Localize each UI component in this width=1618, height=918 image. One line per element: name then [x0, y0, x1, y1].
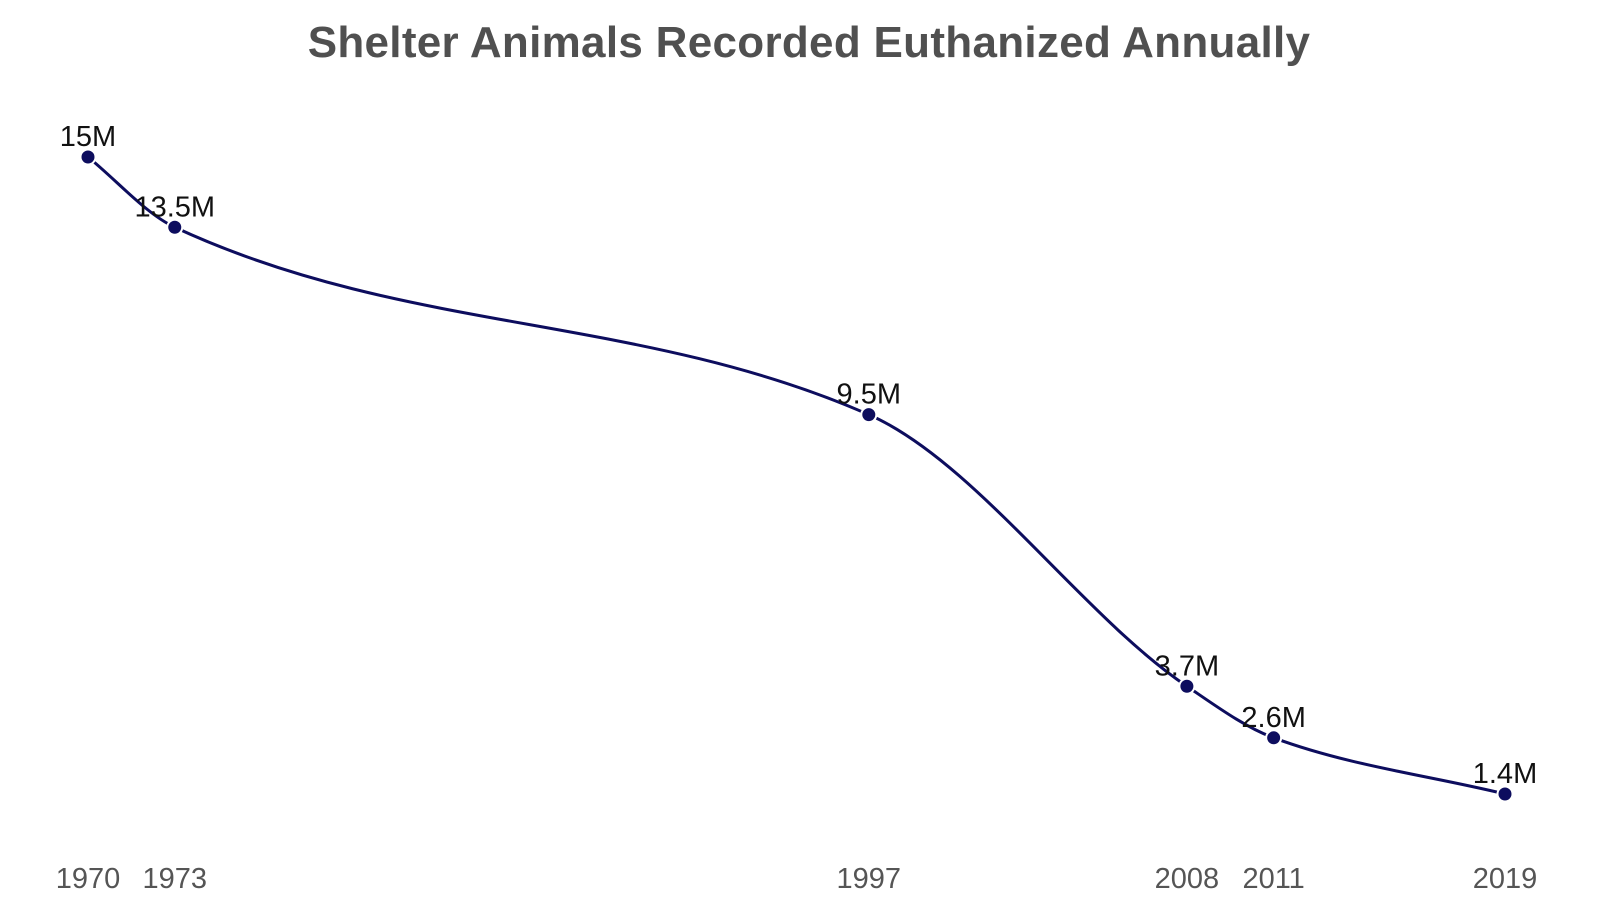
data-label: 3.7M	[1155, 650, 1219, 682]
x-tick-label: 2019	[1473, 863, 1538, 895]
data-point	[1265, 729, 1283, 747]
x-tick-label: 1997	[837, 863, 902, 895]
data-point	[166, 218, 184, 236]
data-label-layer: 15M 13.5M 9.5M 3.7M 2.6M 1.4M	[60, 121, 1537, 790]
x-axis-tick-layer: 1970 1973 1997 2008 2011 2019	[56, 863, 1538, 895]
data-label: 1.4M	[1473, 758, 1537, 790]
series-line-layer	[86, 155, 1507, 796]
data-point	[1178, 677, 1196, 695]
x-tick-label: 1970	[56, 863, 121, 895]
chart-title: Shelter Animals Recorded Euthanized Annu…	[307, 18, 1311, 67]
series-line	[86, 155, 1507, 796]
data-point	[1496, 785, 1514, 803]
data-point	[79, 148, 97, 166]
data-label: 9.5M	[837, 379, 901, 411]
data-label: 2.6M	[1241, 702, 1305, 734]
x-tick-label: 2008	[1155, 863, 1220, 895]
data-label: 13.5M	[134, 191, 215, 223]
data-point-layer	[79, 148, 1514, 803]
x-tick-label: 2011	[1242, 863, 1304, 895]
data-label: 15M	[60, 121, 116, 153]
data-point	[860, 406, 878, 424]
x-tick-label: 1973	[142, 863, 207, 895]
